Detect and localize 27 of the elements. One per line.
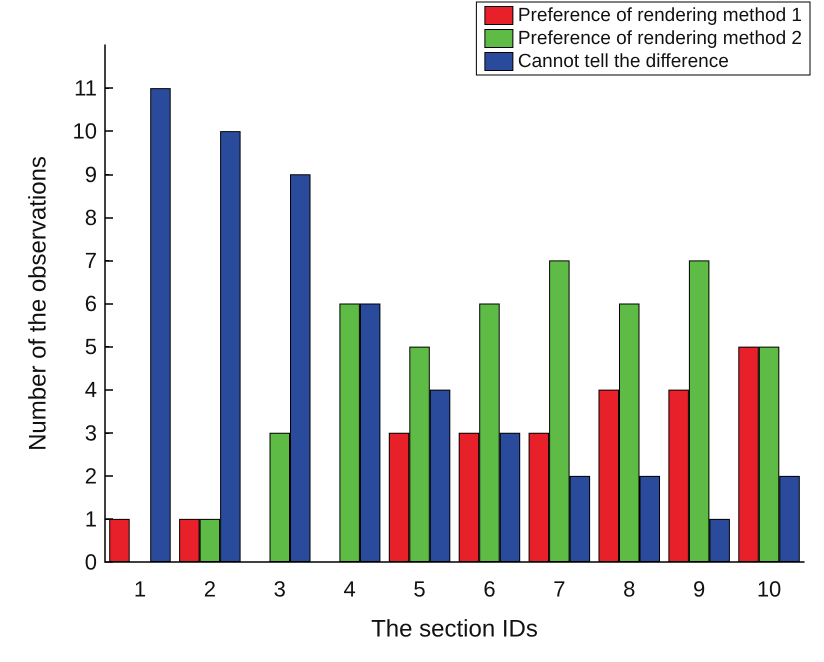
y-tick-label: 6	[84, 291, 97, 316]
x-tick-label: 4	[344, 576, 356, 602]
y-tick-label: 3	[84, 420, 97, 446]
x-tick-label: 8	[623, 576, 636, 602]
x-tick-label: 9	[693, 576, 706, 602]
x-tick-label: 1	[134, 576, 146, 602]
x-axis-title: The section IDs	[371, 616, 538, 642]
y-tick-label: 11	[74, 76, 97, 101]
x-tick-label: 6	[483, 576, 496, 602]
x-tick-label: 2	[204, 576, 216, 602]
y-tick-label: 9	[84, 162, 97, 187]
legend-label: Cannot tell the difference	[518, 51, 729, 72]
y-tick-label: 5	[84, 334, 97, 360]
y-axis-title: Number of the observations	[24, 156, 52, 451]
x-tick-label: 3	[274, 576, 286, 602]
y-tick-label: 8	[84, 204, 97, 230]
x-tick-label: 5	[413, 576, 426, 602]
x-tick-label: 7	[553, 576, 566, 602]
x-tick-label: 10	[756, 576, 782, 602]
y-tick-label: 2	[84, 463, 97, 488]
y-tick-label: 10	[72, 118, 97, 144]
legend-label: Preference of rendering method 2	[518, 28, 802, 49]
y-tick-label: 4	[84, 377, 97, 402]
legend-label: Preference of rendering method 1	[518, 5, 802, 26]
y-tick-label: 1	[84, 506, 97, 532]
y-tick-label: 0	[84, 550, 97, 574]
y-tick-label: 7	[84, 248, 97, 273]
